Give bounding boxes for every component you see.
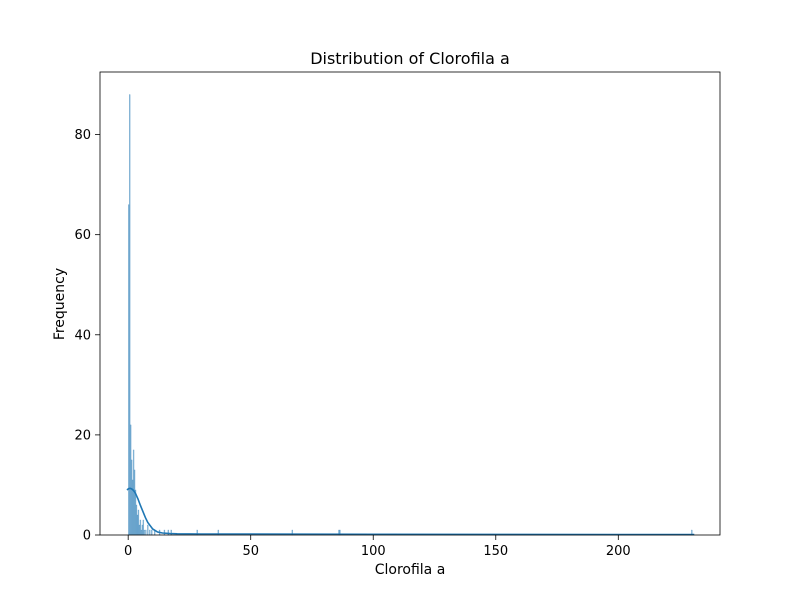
- histogram-bar-24: [167, 529, 170, 536]
- plot-frame: [99, 71, 721, 536]
- histogram-bar-16: [143, 529, 145, 536]
- chart-title: Distribution of Clorofila a: [310, 49, 510, 68]
- histogram-bar-18: [147, 524, 149, 536]
- y-axis-label: Frequency: [52, 268, 68, 340]
- histogram-bar-20: [151, 529, 153, 536]
- y-tick-label-2: 40: [74, 328, 91, 343]
- y-tick-label-1: 20: [74, 428, 91, 443]
- y-axis-ticks: 0 20 40 60 80: [74, 128, 100, 544]
- plot-area: [100, 72, 720, 535]
- y-tick-label-4: 80: [74, 128, 91, 143]
- x-axis-label: Clorofila a: [375, 562, 446, 578]
- histogram-bar-19: [149, 529, 151, 536]
- x-tick-label-4: 200: [606, 544, 631, 559]
- x-tick-label-0: 0: [124, 544, 132, 559]
- histogram-bar-17: [145, 529, 147, 536]
- x-tick-label-3: 150: [483, 544, 508, 559]
- x-tick-label-1: 50: [242, 544, 259, 559]
- kde-curve: [126, 487, 695, 536]
- y-tick-label-0: 0: [83, 529, 91, 544]
- x-axis-ticks: 0 50 100 150 200: [124, 535, 631, 559]
- y-tick-label-3: 60: [74, 228, 91, 243]
- x-tick-label-2: 100: [361, 544, 386, 559]
